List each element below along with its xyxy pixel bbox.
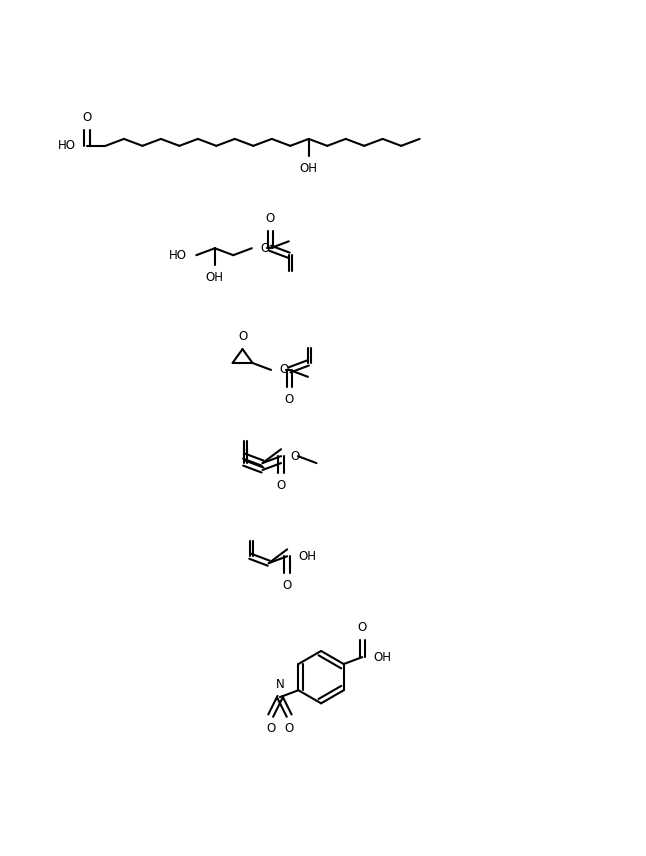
Text: OH: OH <box>298 550 316 562</box>
Text: O: O <box>266 722 275 734</box>
Text: OH: OH <box>206 271 224 284</box>
Text: O: O <box>82 111 92 124</box>
Text: O: O <box>285 393 294 406</box>
Text: O: O <box>238 330 247 343</box>
Text: O: O <box>280 364 289 377</box>
Text: O: O <box>266 212 275 225</box>
Text: N: N <box>276 678 284 691</box>
Text: O: O <box>282 580 292 592</box>
Text: O: O <box>260 241 269 255</box>
Text: O: O <box>276 479 286 492</box>
Text: OH: OH <box>373 651 391 663</box>
Text: O: O <box>290 449 300 462</box>
Text: HO: HO <box>58 140 76 152</box>
Text: OH: OH <box>300 162 318 175</box>
Text: O: O <box>284 722 294 734</box>
Text: HO: HO <box>169 249 187 262</box>
Text: O: O <box>358 621 367 634</box>
